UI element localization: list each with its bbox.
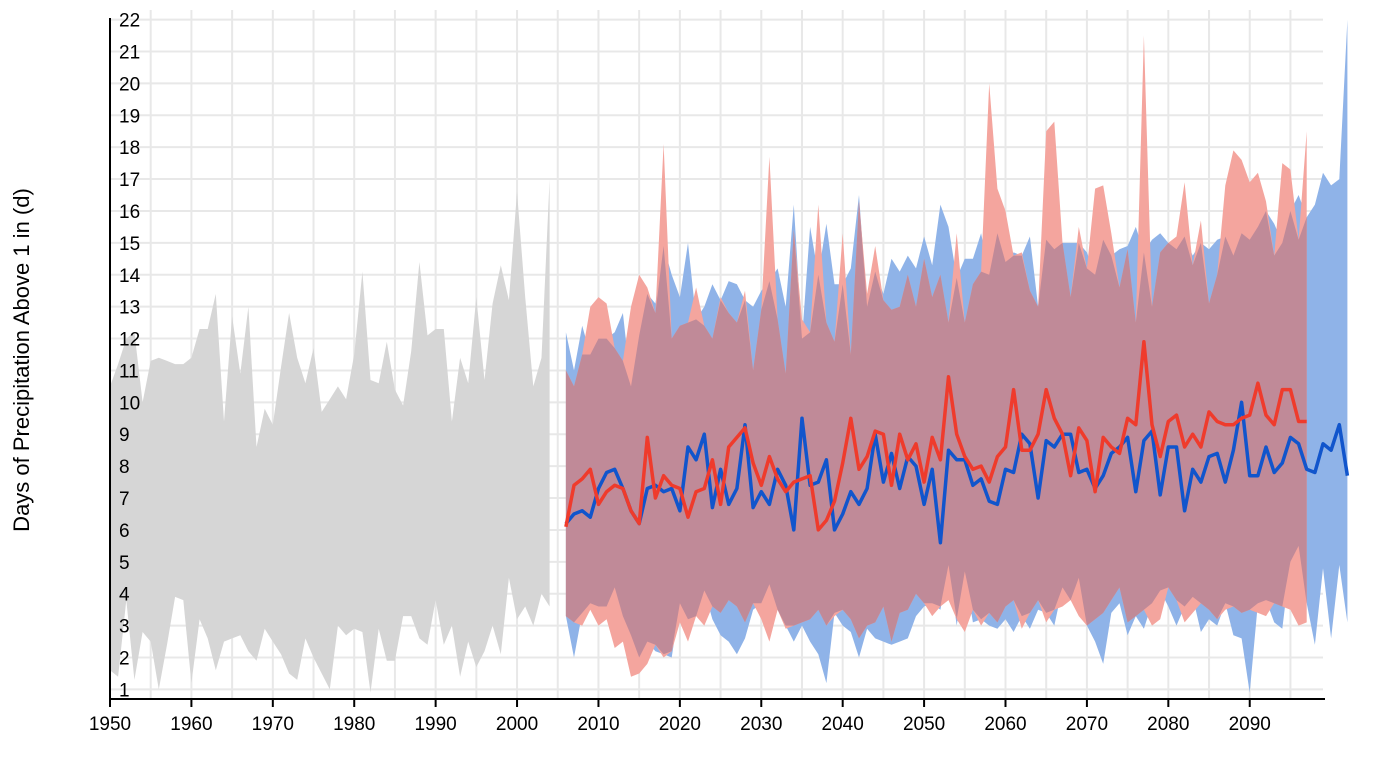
y-tick-label: 19 [119, 106, 140, 127]
y-tick-label: 15 [119, 234, 140, 255]
y-tick-label: 6 [119, 521, 130, 542]
y-tick-label: 20 [119, 74, 140, 95]
y-tick-label: 2 [119, 649, 130, 670]
y-tick-label: 10 [119, 393, 140, 414]
historical-range-band [110, 179, 550, 693]
y-tick-label: 17 [119, 170, 140, 191]
y-tick-label: 12 [119, 330, 140, 351]
x-tick-label: 2050 [903, 714, 945, 735]
x-tick-label: 2020 [659, 714, 701, 735]
x-tick-label: 1970 [252, 714, 294, 735]
line-layer [564, 339, 1350, 545]
x-tick-label: 2000 [496, 714, 538, 735]
x-tick-label: 2070 [1066, 714, 1108, 735]
y-tick-label: 5 [119, 553, 130, 574]
lower-emissions-line [564, 400, 1350, 545]
y-tick-label: 9 [119, 425, 130, 446]
x-tick-label: 2010 [577, 714, 619, 735]
y-tick-label: 8 [119, 457, 130, 478]
y-tick-label: 14 [119, 266, 141, 287]
y-axis-title: Days of Precipitation Above 1 in (d) [9, 188, 34, 532]
x-tick-label: 1980 [333, 714, 375, 735]
x-tick-label: 1950 [89, 714, 131, 735]
overlap-range-band [565, 201, 1307, 658]
y-tick-label: 18 [119, 138, 140, 159]
y-tick-label: 1 [119, 680, 130, 701]
x-tick-label: 1990 [414, 714, 456, 735]
band-layer [110, 19, 1348, 693]
y-tick-label: 21 [119, 42, 140, 63]
y-tick-label: 16 [119, 202, 140, 223]
y-tick-label: 11 [119, 361, 139, 382]
x-tick-label: 2090 [1229, 714, 1271, 735]
y-tick-label: 13 [119, 298, 140, 319]
y-tick-label: 7 [119, 489, 130, 510]
x-tick-label: 2060 [984, 714, 1026, 735]
higher-emissions-line [564, 339, 1307, 532]
x-tick-label: 1960 [170, 714, 212, 735]
x-tick-label: 2040 [822, 714, 864, 735]
x-tick-label: 2080 [1147, 714, 1189, 735]
y-tick-label: 22 [119, 11, 140, 32]
x-tick-label: 2030 [740, 714, 782, 735]
y-tick-label: 4 [119, 585, 130, 606]
y-tick-label: 3 [119, 617, 130, 638]
